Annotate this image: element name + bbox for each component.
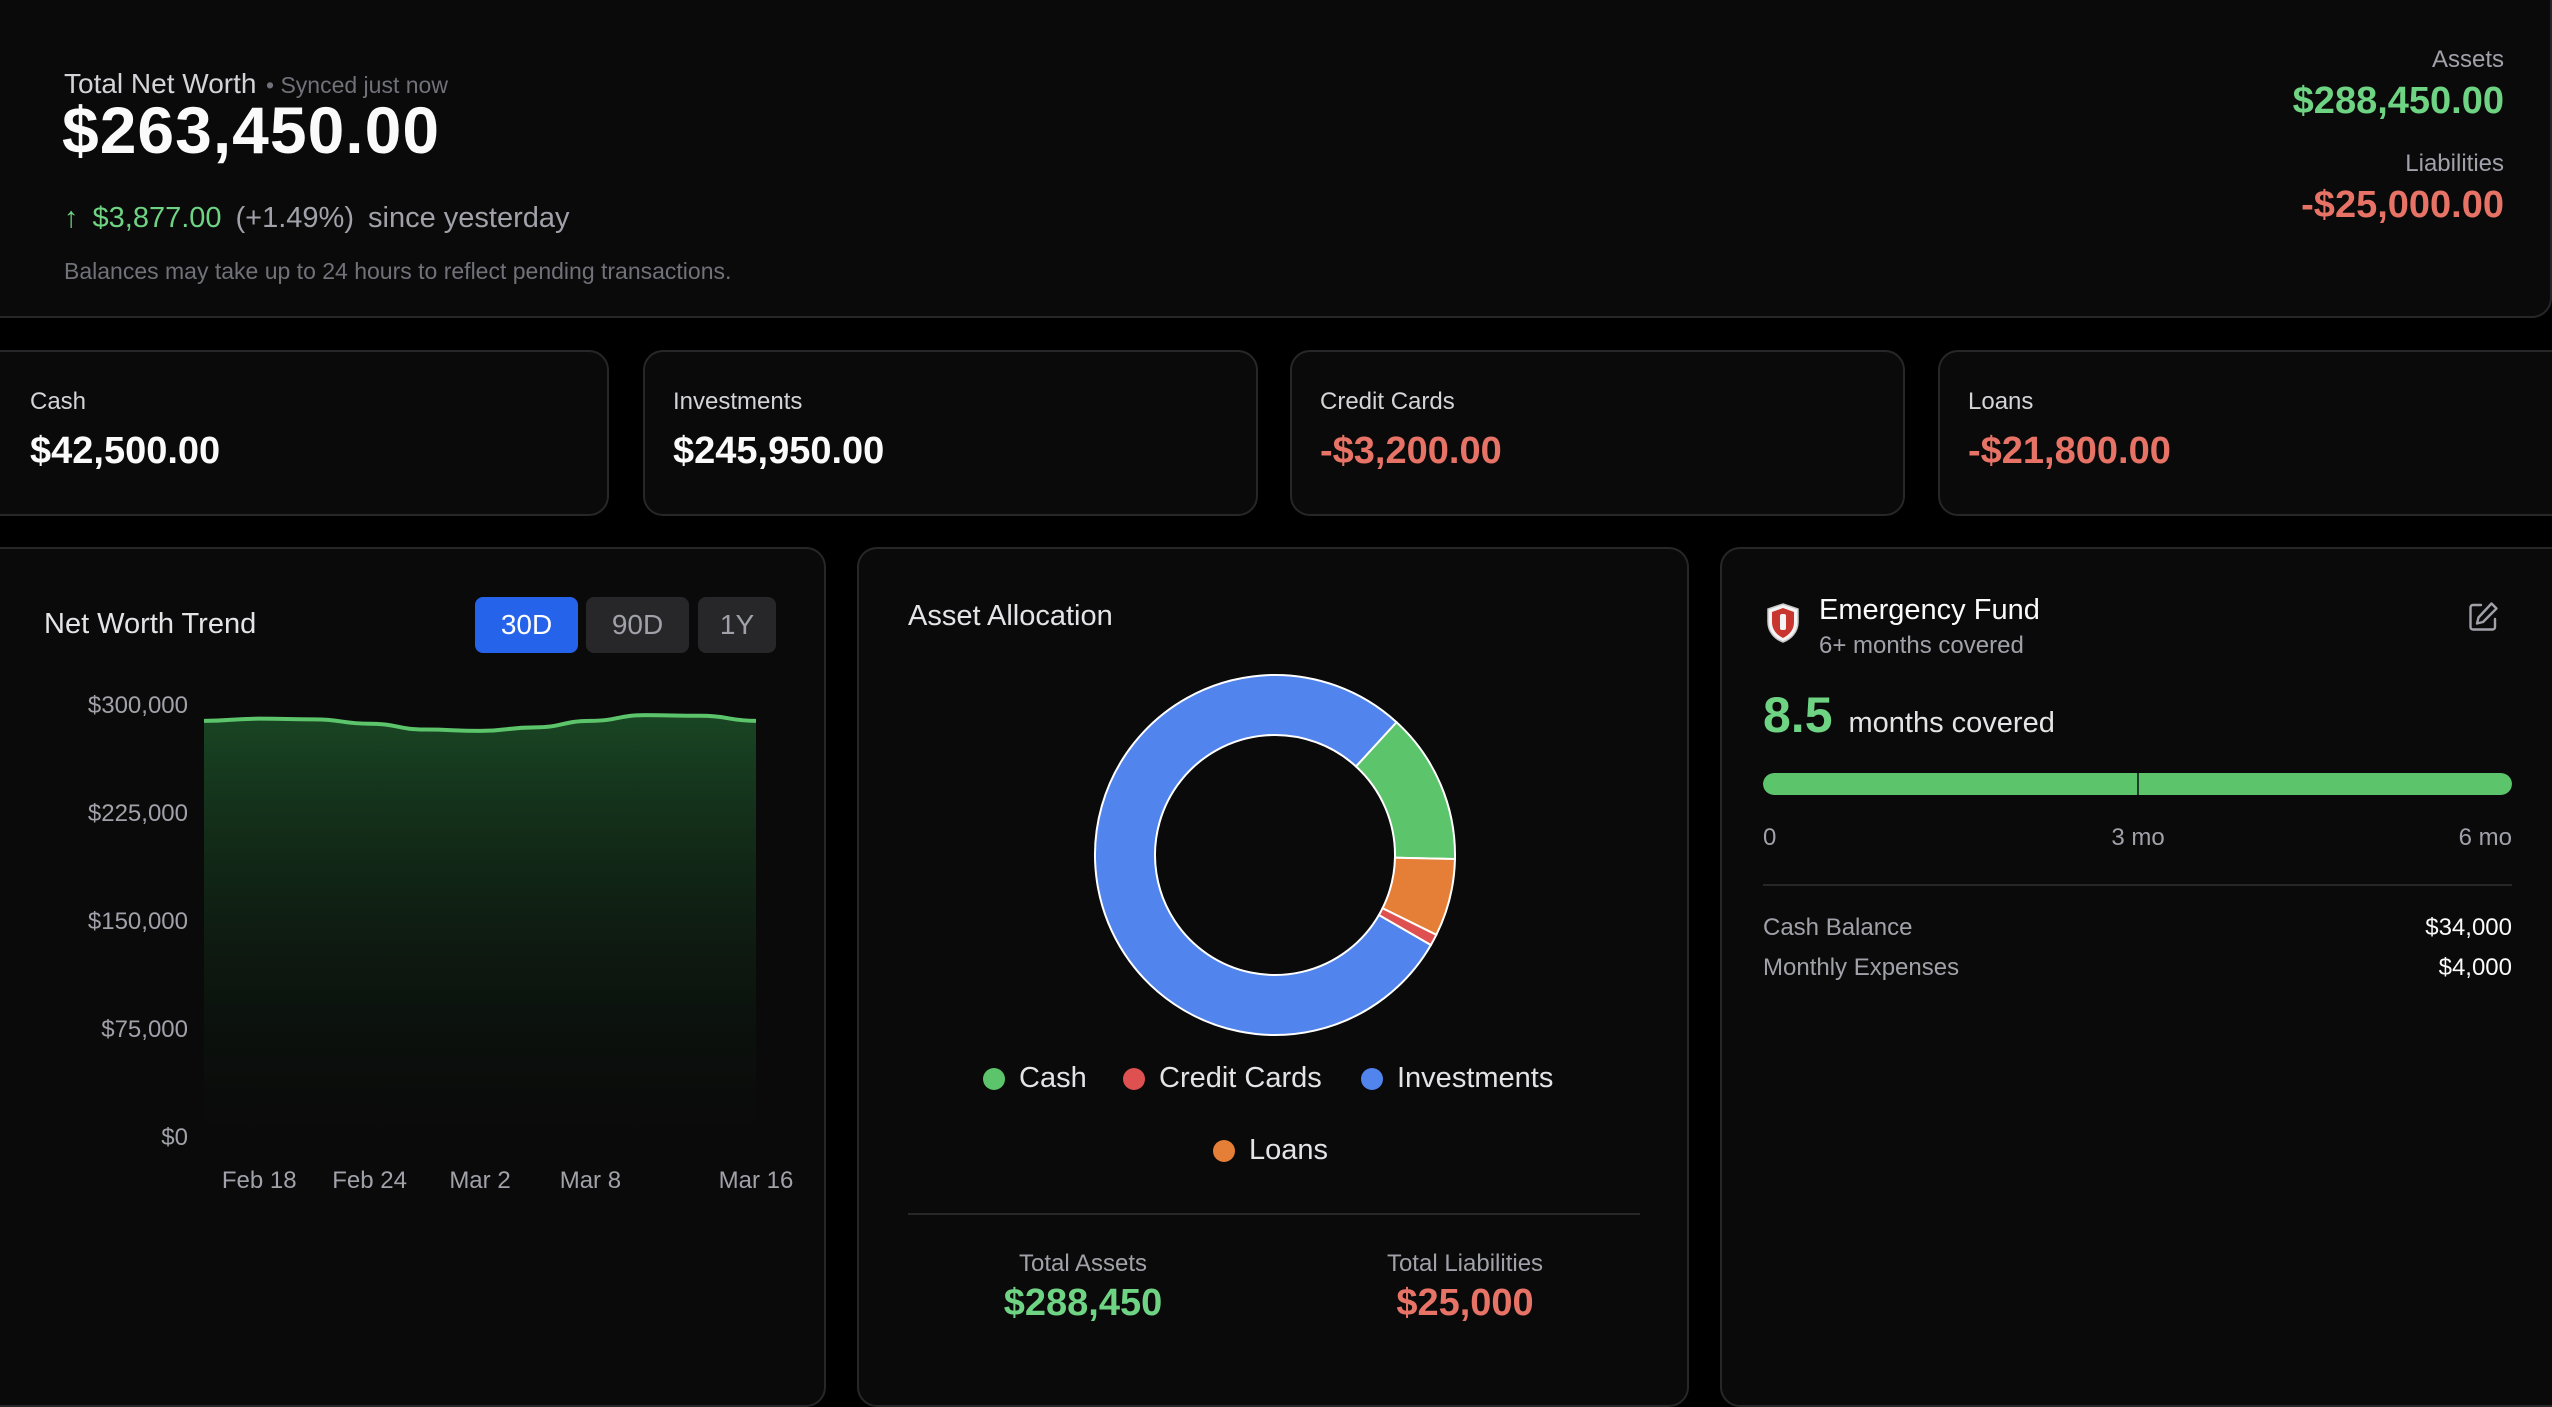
x-tick-label: Mar 16: [719, 1167, 794, 1194]
legend-investments-dot: [1361, 1067, 1383, 1090]
y-tick-label: $225,000: [88, 800, 188, 827]
investments-value: $245,950.00: [673, 430, 885, 472]
x-tick-label: Feb 18: [222, 1167, 297, 1194]
legend-credit-cards-dot: [1123, 1067, 1145, 1090]
investments-label: Investments: [673, 388, 803, 415]
y-tick-label: $75,000: [101, 1016, 188, 1043]
y-tick-label: $0: [161, 1124, 188, 1151]
range-90d-button[interactable]: 90D: [586, 597, 689, 653]
scale-label-end: 6 mo: [2458, 824, 2512, 851]
loans-value: -$21,800.00: [1968, 430, 2171, 472]
assets-label: Assets: [2431, 46, 2504, 73]
credit-cards-value: -$3,200.00: [1320, 430, 1502, 472]
total-assets-label: Total Assets: [1018, 1250, 1148, 1277]
donut-slice-credit-cards[interactable]: [1377, 906, 1438, 947]
legend-cash: Cash: [983, 1062, 1087, 1095]
credit-cards-label: Credit Cards: [1320, 388, 1455, 415]
cash-label: Cash: [30, 388, 87, 415]
y-tick-label: $150,000: [88, 908, 188, 935]
shield-icon: [1767, 603, 1799, 643]
net-worth-title: Total Net Worth: [64, 68, 257, 99]
assets-value: $288,450.00: [2292, 80, 2504, 122]
legend-loans: Loans: [1213, 1134, 1328, 1167]
months-label: months covered: [1848, 707, 2055, 739]
trend-title: Net Worth Trend: [44, 608, 257, 640]
change-amount: $3,877.00: [92, 202, 222, 234]
y-tick-label: $300,000: [88, 692, 188, 719]
cash-balance-label: Cash Balance: [1763, 914, 1913, 941]
net-worth-change: ↑ $3,877.00 (+1.49%) since yesterday: [64, 202, 570, 235]
legend-credit-cards-label: Credit Cards: [1159, 1062, 1322, 1094]
legend-investments: Investments: [1361, 1062, 1553, 1095]
legend-credit-cards: Credit Cards: [1123, 1062, 1322, 1095]
net-worth-total: $263,450.00: [62, 93, 441, 167]
trend-line: [203, 713, 757, 733]
total-assets-value: $288,450: [1003, 1282, 1163, 1324]
scale-label-start: 0: [1763, 824, 1777, 851]
x-tick-label: Mar 8: [560, 1167, 621, 1194]
progress-midpoint-marker: [2137, 773, 2139, 795]
change-suffix: since yesterday: [368, 202, 570, 234]
arrow-up-icon: ↑: [64, 202, 79, 234]
scale-label-mid: 3 mo: [2111, 824, 2165, 851]
range-30d-button[interactable]: 30D: [475, 597, 578, 653]
monthly-expenses-label: Monthly Expenses: [1763, 954, 1960, 981]
allocation-divider: [908, 1213, 1640, 1215]
monthly-expenses-value: $4,000: [2438, 954, 2512, 981]
legend-loans-dot: [1213, 1139, 1235, 1162]
net-worth-trend-chart: $0 $75,000 $150,000 $225,000 $300,000 Feb 18…: [88, 692, 794, 1194]
liabilities-label: Liabilities: [2405, 150, 2504, 177]
allocation-donut-chart: [1094, 674, 1456, 1036]
legend-loans-label: Loans: [1249, 1134, 1329, 1166]
total-liabilities-value: $25,000: [1396, 1282, 1534, 1324]
x-tick-label: Mar 2: [449, 1167, 510, 1194]
credit-cards-card[interactable]: Credit Cards -$3,200.00: [1290, 350, 1905, 516]
cash-card[interactable]: Cash $42,500.00: [0, 350, 609, 516]
trend-area: [204, 715, 756, 1137]
x-tick-label: Feb 24: [332, 1167, 407, 1194]
months-value: 8.5: [1763, 687, 1833, 743]
emergency-divider: [1763, 884, 2512, 886]
legend-cash-label: Cash: [1019, 1062, 1087, 1094]
months-covered: 8.5 months covered: [1763, 686, 2055, 744]
cash-balance-value: $34,000: [2425, 914, 2512, 941]
change-percent: (+1.49%): [235, 202, 354, 234]
cash-value: $42,500.00: [30, 430, 221, 472]
edit-icon[interactable]: [2466, 600, 2500, 634]
sync-status: • Synced just now: [266, 72, 448, 98]
allocation-title: Asset Allocation: [908, 600, 1113, 632]
range-1y-button[interactable]: 1Y: [698, 597, 776, 653]
net-worth-header: [0, 0, 2552, 318]
donut-slice-investments[interactable]: [1094, 674, 1433, 1036]
legend-cash-dot: [983, 1067, 1005, 1090]
emergency-fund-title: Emergency Fund: [1819, 594, 2040, 626]
loans-card[interactable]: Loans -$21,800.00: [1938, 350, 2552, 516]
investments-card[interactable]: Investments $245,950.00: [643, 350, 1258, 516]
legend-investments-label: Investments: [1397, 1062, 1554, 1094]
emergency-fund-subtitle: 6+ months covered: [1819, 632, 2024, 659]
loans-label: Loans: [1968, 388, 2034, 415]
total-liabilities-label: Total Liabilities: [1386, 1250, 1544, 1277]
emergency-fund-panel: [1720, 547, 2552, 1407]
balance-note: Balances may take up to 24 hours to refl…: [64, 258, 732, 284]
liabilities-value: -$25,000.00: [2301, 184, 2504, 226]
